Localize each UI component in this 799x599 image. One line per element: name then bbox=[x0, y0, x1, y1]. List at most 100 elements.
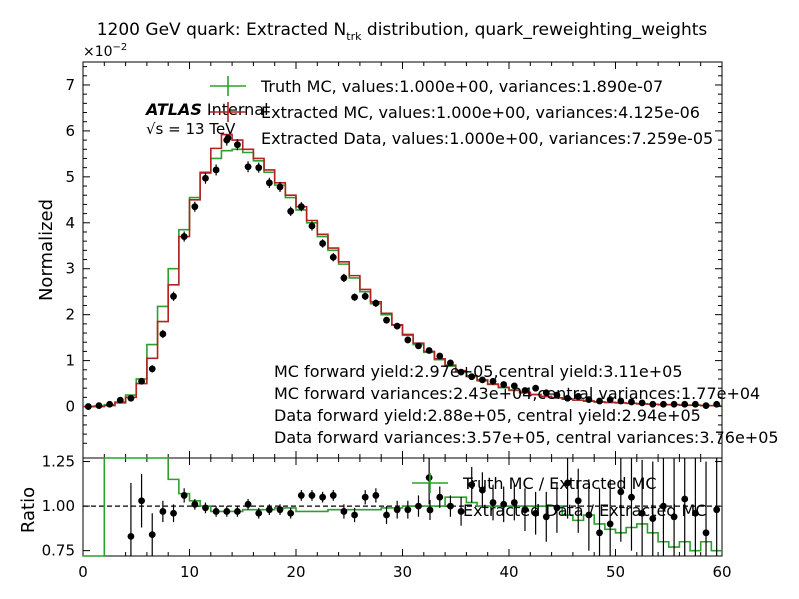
yield-annotation: MC forward yield:2.97e+05,central yield:… bbox=[274, 362, 683, 381]
ratio-point bbox=[372, 492, 380, 499]
data-point bbox=[510, 382, 518, 390]
ratio-point bbox=[564, 479, 571, 487]
ratio-point bbox=[223, 508, 231, 515]
data-point bbox=[542, 389, 550, 397]
ratio-point bbox=[361, 493, 369, 501]
title-subscript: trk bbox=[346, 30, 362, 43]
data-point bbox=[393, 322, 401, 330]
data-point bbox=[457, 368, 465, 376]
data-point bbox=[702, 402, 710, 410]
ratio-point bbox=[521, 506, 529, 514]
ratio-point bbox=[159, 508, 167, 515]
data-point bbox=[308, 222, 316, 230]
ratio-point bbox=[351, 511, 358, 519]
ratio-point bbox=[585, 511, 593, 519]
ratio-point bbox=[127, 533, 135, 540]
x-tick-label: 60 bbox=[712, 563, 731, 581]
ratio-point bbox=[681, 495, 689, 503]
ratio-legend-entry: Truth MC / Extracted MC bbox=[412, 473, 657, 493]
y-tick-label: 2 bbox=[65, 306, 75, 324]
data-point bbox=[425, 347, 433, 354]
data-point bbox=[159, 330, 167, 338]
y-tick-label: 4 bbox=[65, 214, 75, 232]
data-point bbox=[521, 387, 529, 394]
data-point bbox=[596, 397, 603, 405]
data-point bbox=[553, 391, 561, 399]
data-point bbox=[106, 400, 114, 408]
ratio-point bbox=[265, 506, 273, 514]
ratio-y-axis-label: Ratio bbox=[18, 487, 39, 533]
ratio-point bbox=[319, 493, 327, 501]
data-point bbox=[468, 373, 476, 381]
data-point bbox=[297, 203, 305, 211]
ratio-point bbox=[244, 500, 252, 508]
ratio-legend-label: Extracted Data / Extracted MC bbox=[463, 501, 707, 520]
yield-annotation: Data forward variances:3.57e+05, central… bbox=[274, 428, 779, 447]
ratio-point bbox=[436, 493, 444, 501]
ratio-point bbox=[532, 509, 540, 517]
legend-label: Extracted Data, values:1.000e+00, varian… bbox=[261, 129, 713, 148]
data-point bbox=[585, 396, 593, 404]
atlas-text: ATLAS bbox=[144, 100, 202, 119]
ratio-point bbox=[340, 508, 348, 515]
y-tick-label: 0 bbox=[65, 398, 75, 416]
ratio-point bbox=[702, 529, 710, 537]
chart-title: 1200 GeV quark: Extracted Ntrk distribut… bbox=[97, 20, 708, 43]
y-tick-label: 6 bbox=[65, 122, 75, 140]
data-point bbox=[180, 233, 188, 240]
data-point bbox=[670, 400, 678, 408]
data-point bbox=[681, 400, 689, 408]
data-point bbox=[500, 381, 508, 388]
y-exponent: ×10−2 bbox=[83, 42, 127, 60]
data-point bbox=[234, 141, 241, 149]
data-point bbox=[574, 393, 582, 400]
data-point bbox=[287, 207, 295, 215]
ratio-point bbox=[425, 474, 433, 481]
ratio-point bbox=[713, 506, 721, 514]
ratio-point bbox=[447, 502, 454, 510]
data-point bbox=[383, 316, 390, 324]
data-point bbox=[340, 274, 348, 282]
data-point bbox=[329, 253, 337, 261]
ratio-point bbox=[500, 500, 508, 508]
data-point bbox=[489, 377, 497, 385]
data-point bbox=[649, 400, 657, 408]
ratio-point bbox=[468, 481, 476, 489]
yield-annotation: Data forward yield:2.88e+05, central yie… bbox=[274, 406, 701, 425]
ratio-point bbox=[542, 513, 550, 521]
data-point bbox=[436, 352, 444, 360]
ratio-y-tick-label: 0.75 bbox=[42, 542, 75, 560]
annotations: MC forward yield:2.97e+05,central yield:… bbox=[274, 362, 779, 447]
data-point bbox=[127, 394, 135, 402]
data-point bbox=[84, 403, 92, 410]
legend-label: Extracted MC, values:1.000e+00, variance… bbox=[261, 103, 700, 122]
data-point bbox=[265, 179, 273, 187]
data-point bbox=[372, 299, 380, 307]
x-tick-label: 0 bbox=[78, 563, 88, 581]
data-point bbox=[202, 174, 209, 182]
ratio-point bbox=[606, 520, 614, 528]
ratio-y-tick-label: 1.00 bbox=[42, 497, 75, 515]
ratio-x-ticks: 0 10 20 30 40 50 60 bbox=[78, 458, 732, 581]
ratio-point bbox=[404, 506, 412, 514]
exponent-power: −2 bbox=[113, 42, 128, 53]
x-tick-label: 20 bbox=[286, 563, 305, 581]
data-point bbox=[660, 400, 667, 408]
data-point bbox=[617, 397, 625, 405]
ratio-point bbox=[191, 500, 199, 508]
ratio-legend: Truth MC / Extracted MC Extracted Data / … bbox=[412, 473, 707, 520]
ratio-point bbox=[489, 499, 497, 506]
ratio-legend-entry: Extracted Data / Extracted MC bbox=[426, 500, 707, 520]
ratio-point bbox=[660, 502, 667, 510]
ratio-point bbox=[670, 513, 678, 521]
data-point bbox=[212, 166, 220, 174]
data-point bbox=[361, 292, 369, 300]
ratio-point bbox=[297, 492, 305, 499]
data-point bbox=[404, 336, 412, 344]
ratio-point bbox=[212, 508, 220, 515]
y-tick-label: 1 bbox=[65, 352, 75, 370]
ratio-point bbox=[457, 508, 465, 515]
atlas-label: ATLAS Internal bbox=[144, 100, 269, 119]
ratio-point bbox=[478, 486, 486, 494]
